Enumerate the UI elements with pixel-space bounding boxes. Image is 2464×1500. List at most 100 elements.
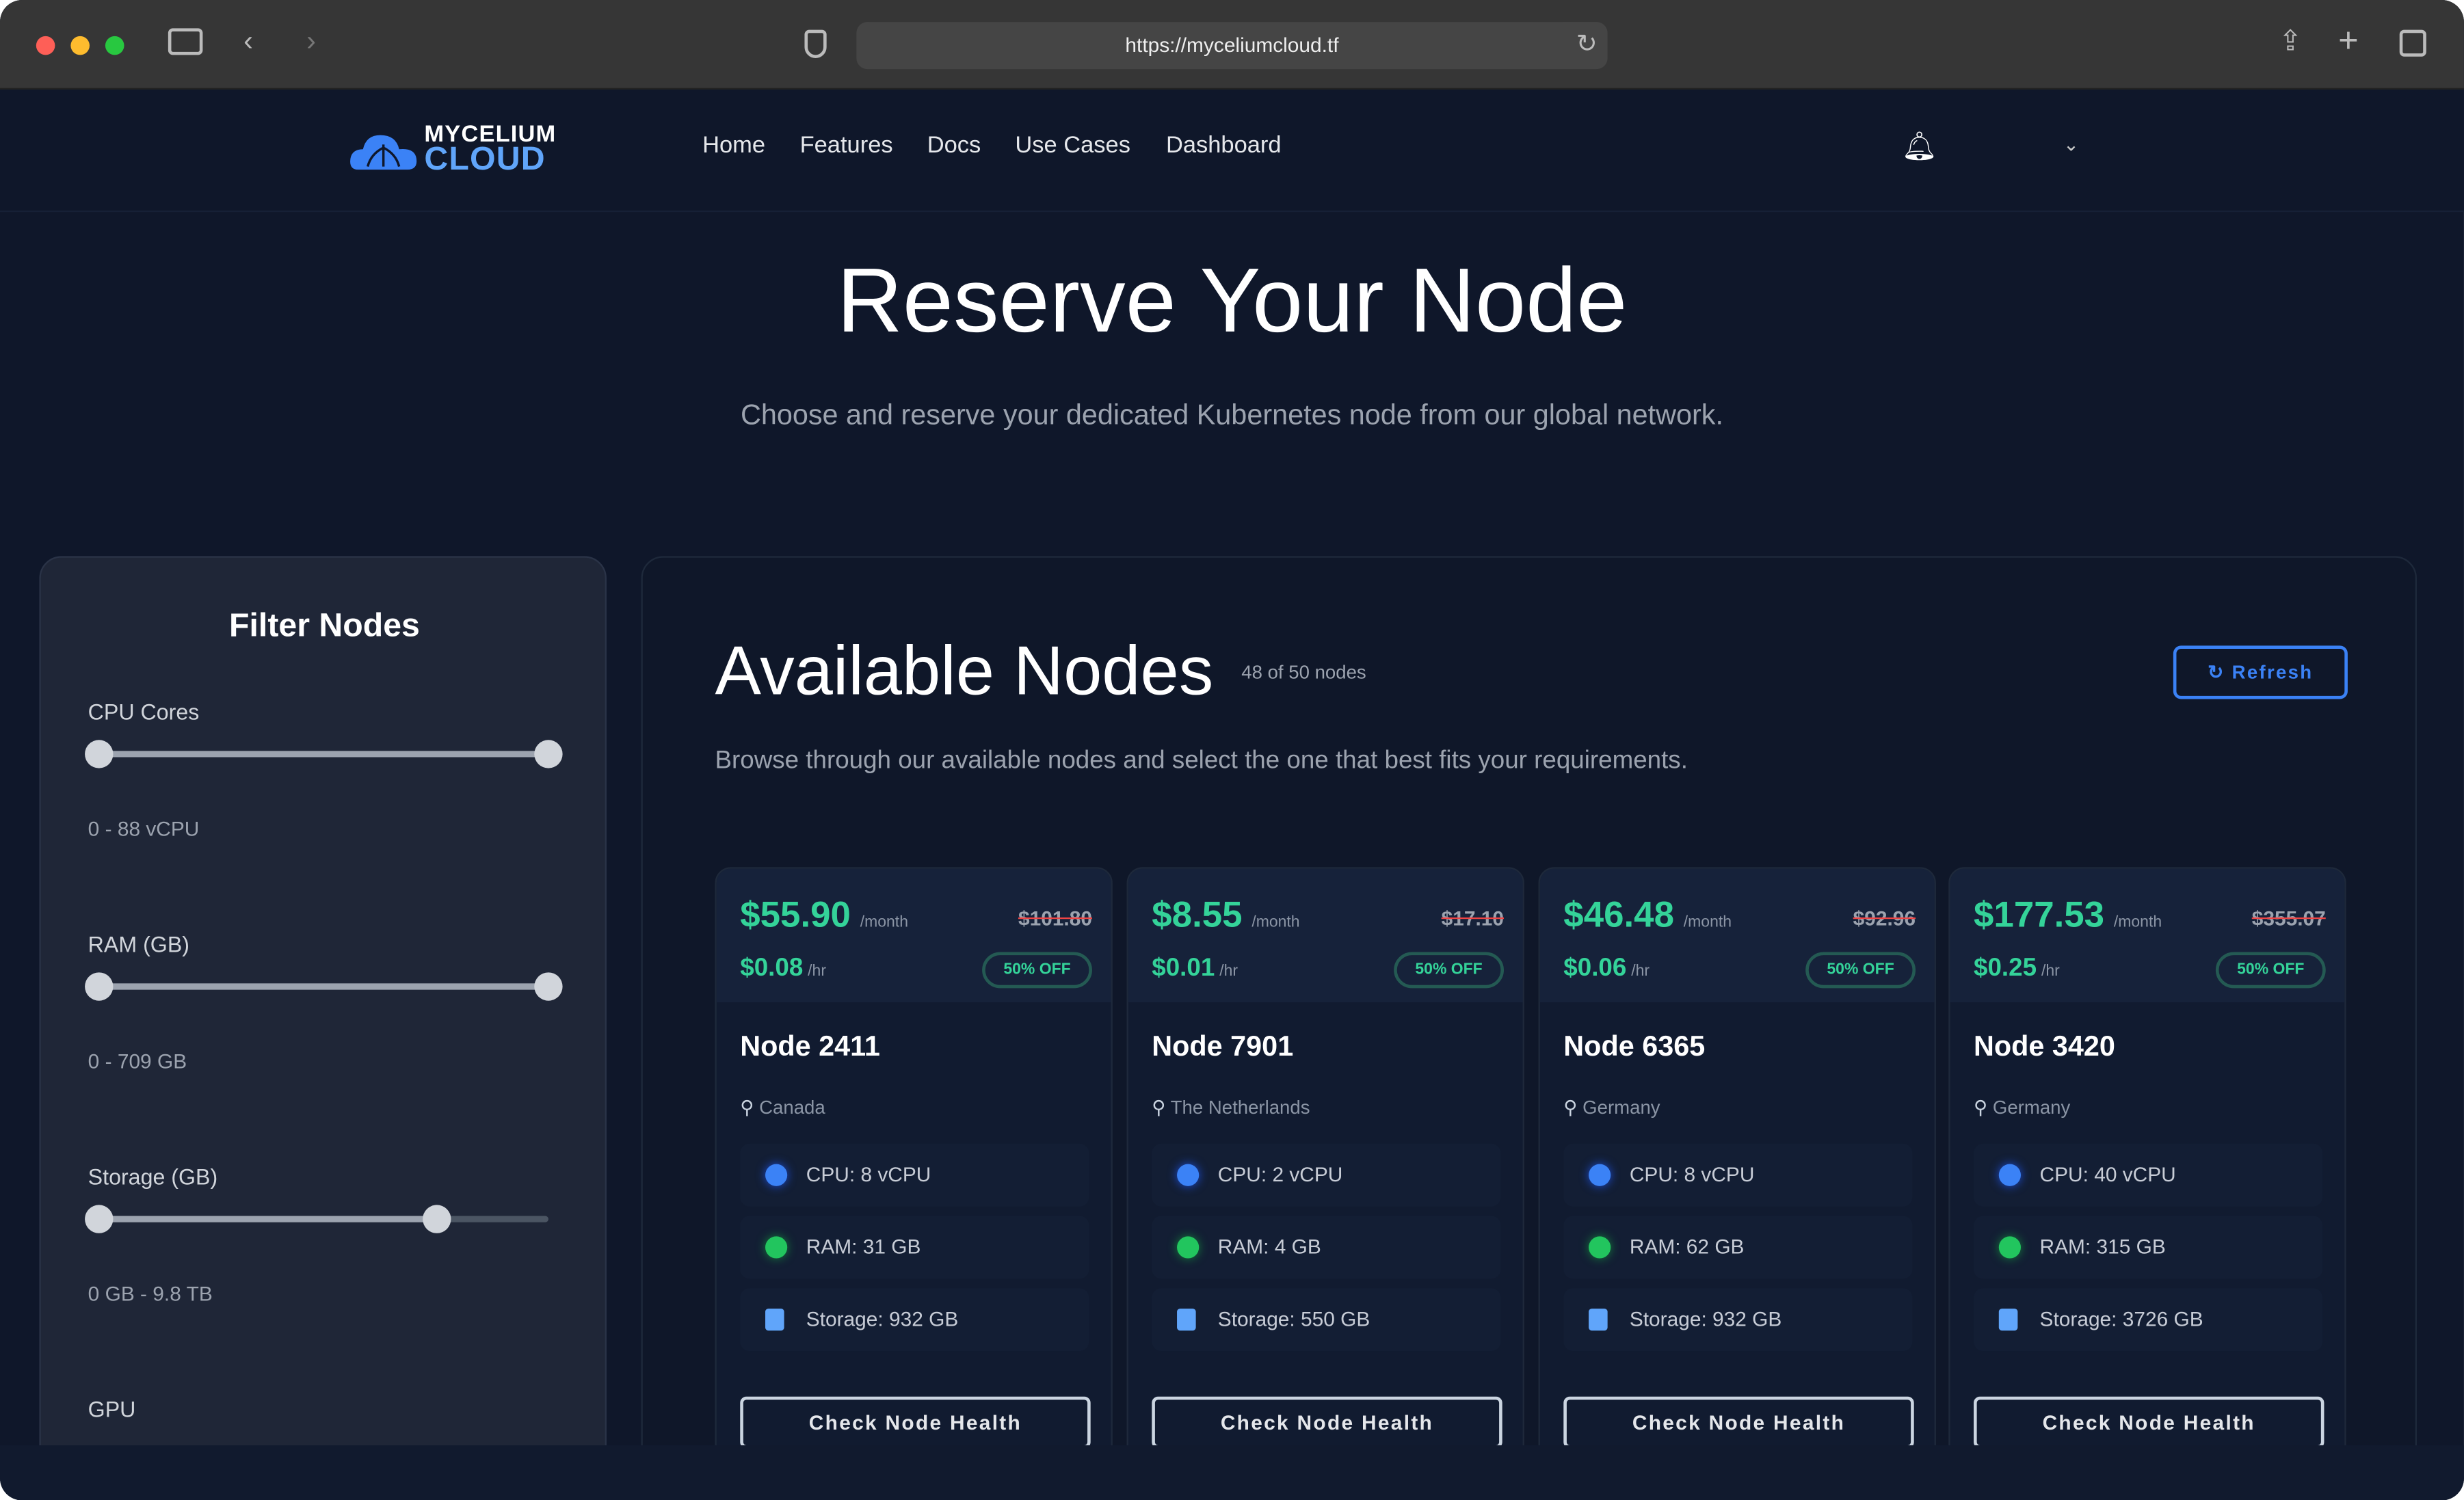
share-icon[interactable]: ⇪	[2278, 25, 2303, 57]
storage-icon	[1177, 1309, 1196, 1331]
gpu-label: GPU	[88, 1396, 136, 1422]
map-pin-icon: ⚲	[1974, 1096, 1993, 1119]
refresh-icon: ↻	[2208, 661, 2232, 684]
chevron-down-icon[interactable]: ⌄	[2063, 133, 2080, 156]
forward-icon[interactable]: ›	[306, 25, 316, 57]
node-location: ⚲ Canada	[740, 1096, 825, 1119]
ram-spec: RAM: 62 GB	[1563, 1216, 1913, 1279]
storage-spec: Storage: 3726 GB	[1974, 1288, 2323, 1352]
address-bar[interactable]: https://myceliumcloud.tf	[856, 22, 1608, 70]
check-node-health-button[interactable]: Check Node Health	[1563, 1396, 1914, 1449]
reload-icon[interactable]: ↻	[1576, 31, 1598, 59]
storage-slider[interactable]	[85, 1205, 548, 1233]
ram-min-handle[interactable]	[85, 972, 114, 1001]
memory-icon	[1998, 1236, 2021, 1259]
check-node-health-button[interactable]: Check Node Health	[1974, 1396, 2324, 1449]
map-pin-icon: ⚲	[1563, 1096, 1583, 1119]
node-location: ⚲ Germany	[1563, 1096, 1660, 1119]
ram-slider[interactable]	[85, 972, 563, 1001]
cpu-max-handle[interactable]	[534, 740, 563, 768]
node-count: 48 of 50 nodes	[1241, 661, 1366, 684]
hourly-price: $0.25	[1974, 955, 2037, 982]
page-title: Reserve Your Node	[836, 250, 1628, 352]
original-price: $17.10	[1441, 906, 1504, 930]
original-price: $101.80	[1018, 906, 1092, 930]
monthly-price: $46.48	[1563, 894, 1674, 935]
memory-icon	[1589, 1236, 1611, 1259]
cpu-label: CPU Cores	[88, 699, 200, 725]
memory-icon	[765, 1236, 788, 1259]
cpu-min-handle[interactable]	[85, 740, 114, 768]
nav-dashboard[interactable]: Dashboard	[1165, 132, 1282, 159]
cloud-logo-icon	[350, 135, 417, 170]
storage-spec: Storage: 932 GB	[740, 1288, 1089, 1352]
nav-features[interactable]: Features	[799, 132, 893, 159]
storage-max-handle[interactable]	[421, 1205, 451, 1233]
close-window-button[interactable]	[36, 36, 55, 55]
window-bottom	[0, 1445, 2464, 1500]
discount-badge: 50% OFF	[982, 952, 1092, 989]
monthly-price: $177.53	[1974, 894, 2105, 935]
storage-min-handle[interactable]	[85, 1205, 114, 1233]
ram-spec: RAM: 315 GB	[1974, 1216, 2323, 1279]
check-node-health-button[interactable]: Check Node Health	[1152, 1396, 1502, 1449]
node-card: $46.48/month $92.96 $0.06/hr 50% OFF Nod…	[1538, 867, 1936, 1500]
ram-spec: RAM: 4 GB	[1152, 1216, 1501, 1279]
nodes-panel: Available Nodes 48 of 50 nodes ↻ Refresh…	[641, 556, 2417, 1500]
shield-icon[interactable]	[804, 29, 827, 59]
cpu-spec: CPU: 2 vCPU	[1152, 1143, 1501, 1207]
cpu-icon	[765, 1164, 788, 1186]
section-description: Browse through our available nodes and s…	[715, 747, 1688, 775]
hourly-price: $0.08	[740, 955, 804, 982]
node-location: ⚲ The Netherlands	[1152, 1096, 1310, 1119]
nav-home[interactable]: Home	[702, 132, 766, 159]
section-title: Available Nodes	[715, 633, 1214, 710]
cpu-spec: CPU: 8 vCPU	[740, 1143, 1089, 1207]
storage-icon	[765, 1309, 784, 1331]
map-pin-icon: ⚲	[740, 1096, 760, 1119]
refresh-button[interactable]: ↻ Refresh	[2173, 645, 2348, 699]
back-icon[interactable]: ‹	[243, 25, 253, 57]
node-card: $177.53/month $355.07 $0.25/hr 50% OFF N…	[1948, 867, 2346, 1500]
node-card: $55.90/month $101.80 $0.08/hr 50% OFF No…	[715, 867, 1113, 1500]
map-pin-icon: ⚲	[1152, 1096, 1171, 1119]
monthly-price: $55.90	[740, 894, 851, 935]
sidebar-toggle-icon[interactable]	[168, 28, 203, 55]
cpu-spec: CPU: 8 vCPU	[1563, 1143, 1913, 1207]
nav-docs[interactable]: Docs	[927, 132, 981, 159]
page-subtitle: Choose and reserve your dedicated Kubern…	[740, 399, 1723, 431]
monthly-price: $8.55	[1152, 894, 1243, 935]
original-price: $92.96	[1853, 906, 1916, 930]
minimize-window-button[interactable]	[70, 36, 90, 55]
ram-range: 0 - 709 GB	[88, 1049, 187, 1073]
new-tab-icon[interactable]: +	[2338, 20, 2359, 60]
cpu-slider[interactable]	[85, 740, 563, 768]
check-node-health-button[interactable]: Check Node Health	[740, 1396, 1091, 1449]
storage-icon	[1589, 1309, 1608, 1331]
browser-toolbar: ‹ › https://myceliumcloud.tf ↻ ⇪ +	[0, 0, 2464, 90]
filter-title: Filter Nodes	[229, 608, 420, 645]
cpu-range: 0 - 88 vCPU	[88, 816, 200, 841]
nav-use-cases[interactable]: Use Cases	[1015, 132, 1130, 159]
maximize-window-button[interactable]	[105, 36, 124, 55]
filter-panel: Filter Nodes CPU Cores 0 - 88 vCPU RAM (…	[39, 556, 607, 1499]
cpu-icon	[1589, 1164, 1611, 1186]
logo[interactable]: MYCELIUM CLOUD	[349, 120, 569, 183]
storage-spec: Storage: 550 GB	[1152, 1288, 1501, 1352]
discount-badge: 50% OFF	[1394, 952, 1504, 989]
top-nav: MYCELIUM CLOUD Home Features Docs Use Ca…	[0, 89, 2464, 213]
hourly-price: $0.06	[1563, 955, 1627, 982]
ram-spec: RAM: 31 GB	[740, 1216, 1089, 1279]
storage-icon	[1998, 1309, 2018, 1331]
tabs-overview-icon[interactable]	[2399, 29, 2426, 57]
storage-range: 0 GB - 9.8 TB	[88, 1282, 213, 1306]
storage-label: Storage (GB)	[88, 1164, 218, 1190]
price-header: $46.48/month $92.96 $0.06/hr 50% OFF	[1539, 868, 1935, 1002]
node-name: Node 6365	[1563, 1030, 1706, 1062]
bell-icon[interactable]: 🔔︎	[1901, 130, 1937, 162]
storage-spec: Storage: 932 GB	[1563, 1288, 1913, 1352]
cpu-spec: CPU: 40 vCPU	[1974, 1143, 2323, 1207]
node-name: Node 3420	[1974, 1030, 2115, 1062]
ram-max-handle[interactable]	[534, 972, 563, 1001]
